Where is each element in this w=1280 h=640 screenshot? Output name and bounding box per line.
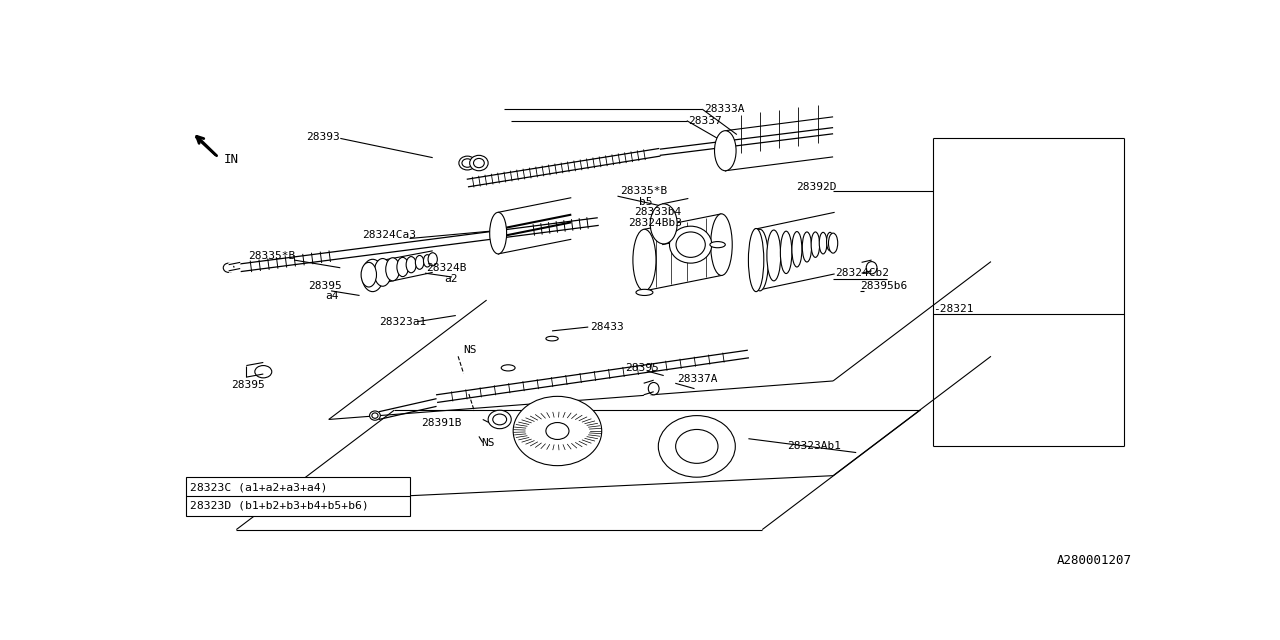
Ellipse shape [424,255,431,267]
Text: 28324B: 28324B [426,263,467,273]
Ellipse shape [710,241,726,248]
Ellipse shape [474,159,484,168]
Ellipse shape [827,232,833,251]
Text: 28335*B: 28335*B [620,186,667,196]
Text: A280001207: A280001207 [1056,554,1132,567]
Ellipse shape [751,229,768,291]
Text: 28395: 28395 [230,380,265,390]
Ellipse shape [374,259,392,286]
Ellipse shape [462,159,472,167]
Ellipse shape [397,257,408,276]
Ellipse shape [513,396,602,466]
Ellipse shape [819,232,827,254]
Text: -28321: -28321 [933,305,974,314]
Text: NS: NS [463,345,477,355]
Text: 28333A: 28333A [704,104,744,114]
Text: 28335*B: 28335*B [248,252,296,261]
Ellipse shape [669,226,712,263]
Ellipse shape [648,383,659,395]
Text: a2: a2 [444,273,458,284]
Ellipse shape [545,336,558,341]
Ellipse shape [488,410,511,429]
Text: NS: NS [481,438,494,447]
Ellipse shape [676,429,718,463]
Text: 28323a1: 28323a1 [379,317,426,326]
Text: 28323D (b1+b2+b3+b4+b5+b6): 28323D (b1+b2+b3+b4+b5+b6) [191,500,369,511]
Ellipse shape [460,156,476,170]
Text: 28393: 28393 [306,132,339,142]
Ellipse shape [545,422,570,440]
Ellipse shape [767,230,781,281]
Text: 28433: 28433 [590,322,625,332]
Ellipse shape [632,229,657,291]
Ellipse shape [406,257,416,273]
Ellipse shape [812,232,819,257]
Text: 28337A: 28337A [677,374,718,383]
Ellipse shape [470,156,488,171]
Ellipse shape [370,411,380,420]
Text: 28323C (a1+a2+a3+a4): 28323C (a1+a2+a3+a4) [191,482,328,492]
Ellipse shape [828,233,837,253]
Text: b5: b5 [639,196,653,207]
Ellipse shape [361,262,376,287]
Ellipse shape [385,258,399,281]
Ellipse shape [490,212,507,254]
Text: 28324Bb3: 28324Bb3 [628,218,682,228]
Ellipse shape [781,231,792,273]
Ellipse shape [502,365,515,371]
Text: 28391B: 28391B [421,419,462,428]
Ellipse shape [650,204,677,244]
Bar [187,477,410,516]
Ellipse shape [223,263,234,273]
Ellipse shape [867,262,877,274]
Ellipse shape [362,259,384,292]
Ellipse shape [710,214,732,275]
Text: IN: IN [223,154,238,166]
Ellipse shape [749,228,764,292]
Ellipse shape [714,131,736,171]
Text: 28324Ca3: 28324Ca3 [362,230,416,239]
Ellipse shape [255,365,271,378]
Ellipse shape [636,289,653,296]
Text: a4: a4 [325,291,338,301]
Ellipse shape [416,255,424,269]
Ellipse shape [792,232,801,267]
Ellipse shape [803,232,812,262]
Ellipse shape [658,415,735,477]
Text: 28392D: 28392D [796,182,837,192]
Ellipse shape [493,414,507,425]
Text: 28395b6: 28395b6 [860,281,908,291]
Text: 28337: 28337 [689,116,722,125]
Text: 28333b4: 28333b4 [635,207,682,216]
Text: 28395: 28395 [308,281,342,291]
Ellipse shape [372,413,378,419]
Text: 28324Cb2: 28324Cb2 [835,268,888,278]
Text: 28323Ab1: 28323Ab1 [787,442,841,451]
Text: 28395: 28395 [625,363,659,373]
Ellipse shape [676,232,705,257]
Ellipse shape [428,253,438,266]
